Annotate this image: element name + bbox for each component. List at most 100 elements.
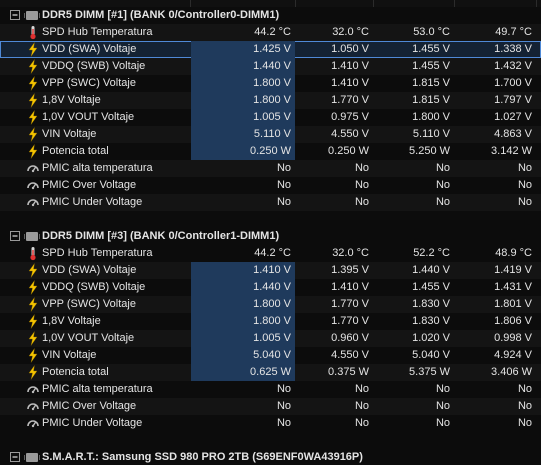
average-value: 1.419 V (494, 264, 532, 276)
current-value: 0.250 W (191, 143, 295, 160)
sensor-row[interactable]: VDD (SWA) Voltaje 1.425 V 1.050 V 1.455 V 1.… (0, 41, 541, 58)
lightning-bolt-icon (26, 93, 40, 108)
sensor-label: 1,0V VOUT Voltaje (42, 332, 135, 344)
sensor-label: SPD Hub Temperatura (42, 247, 153, 259)
sensor-row[interactable]: PMIC Under Voltage No No No No (0, 194, 541, 211)
sensor-label: SPD Hub Temperatura (42, 26, 153, 38)
sensor-row[interactable]: 1,8V Voltaje 1.800 V 1.770 V 1.830 V 1.806 V (0, 313, 541, 330)
maximum-value: 5.040 V (412, 349, 450, 361)
current-value: No (276, 400, 291, 412)
average-value: 1.431 V (494, 281, 532, 293)
maximum-value: No (435, 417, 450, 429)
sensor-group-header[interactable]: DDR5 DIMM [#3] (BANK 0/Controller1-DIMM1… (0, 228, 541, 245)
maximum-value: No (435, 162, 450, 174)
current-value: 1.800 V (191, 296, 295, 313)
minimum-value: 32.0 °C (332, 26, 369, 38)
memory-chip-icon (24, 11, 40, 20)
collapse-minus-icon[interactable] (10, 10, 20, 20)
current-value: No (276, 417, 291, 429)
sensor-row[interactable]: VPP (SWC) Voltaje 1.800 V 1.410 V 1.815 V 1.… (0, 75, 541, 92)
sensor-row[interactable]: PMIC Over Voltage No No No No (0, 398, 541, 415)
sensor-row[interactable]: VIN Voltaje 5.110 V 4.550 V 5.110 V 4.863 V (0, 126, 541, 143)
average-value: 1.797 V (494, 94, 532, 106)
minimum-value: 1.770 V (331, 315, 369, 327)
lightning-bolt-icon (26, 331, 40, 346)
maximum-value: 5.250 W (409, 145, 450, 157)
gauge-icon (26, 382, 40, 397)
sensor-label: Potencia total (42, 366, 109, 378)
lightning-bolt-icon (26, 59, 40, 74)
minimum-value: No (354, 196, 369, 208)
maximum-value: No (435, 196, 450, 208)
average-value: No (517, 179, 532, 191)
sensor-row[interactable]: VIN Voltaje 5.040 V 4.550 V 5.040 V 4.924 V (0, 347, 541, 364)
thermometer-icon (26, 25, 40, 40)
average-value: 1.806 V (494, 315, 532, 327)
sensor-label: VDD (SWA) Voltaje (42, 264, 137, 276)
minimum-value: No (354, 383, 369, 395)
current-value: 44.2 °C (254, 247, 291, 259)
maximum-value: 1.455 V (412, 60, 450, 72)
sensor-row[interactable]: VDD (SWA) Voltaje 1.410 V 1.395 V 1.440 V 1.… (0, 262, 541, 279)
gauge-icon (26, 416, 40, 431)
maximum-value: 5.375 W (409, 366, 450, 378)
maximum-value: 1.800 V (412, 111, 450, 123)
sensor-label: 1,8V Voltaje (42, 94, 101, 106)
current-value: 1.440 V (191, 279, 295, 296)
sensor-label: VIN Voltaje (42, 128, 97, 140)
sensor-group-header[interactable]: S.M.A.R.T.: Samsung SSD 980 PRO 2TB (S69… (0, 449, 541, 465)
sensor-label: PMIC alta temperatura (42, 162, 153, 174)
minimum-value: No (354, 162, 369, 174)
maximum-value: 1.455 V (412, 281, 450, 293)
sensor-row[interactable]: VDDQ (SWB) Voltaje 1.440 V 1.410 V 1.455 V 1… (0, 58, 541, 75)
lightning-bolt-icon (26, 144, 40, 159)
average-value: No (517, 383, 532, 395)
sensor-label: PMIC alta temperatura (42, 383, 153, 395)
maximum-value: 1.020 V (412, 332, 450, 344)
sensor-row[interactable]: VPP (SWC) Voltaje 1.800 V 1.770 V 1.830 V 1.… (0, 296, 541, 313)
memory-chip-icon (24, 232, 40, 241)
current-value: 1.410 V (191, 262, 295, 279)
sensor-row[interactable]: 1,0V VOUT Voltaje 1.005 V 0.960 V 1.020 V 0.… (0, 330, 541, 347)
sensor-row[interactable]: 1,0V VOUT Voltaje 1.005 V 0.975 V 1.800 V 1.… (0, 109, 541, 126)
maximum-value: 1.830 V (412, 298, 450, 310)
maximum-value: 1.440 V (412, 264, 450, 276)
sensor-row[interactable]: 1,8V Voltaje 1.800 V 1.770 V 1.815 V 1.797 V (0, 92, 541, 109)
sensor-label: VDDQ (SWB) Voltaje (42, 60, 146, 72)
average-value: No (517, 196, 532, 208)
average-value: No (517, 417, 532, 429)
sensor-row[interactable]: Potencia total 0.625 W 0.375 W 5.375 W 3.406… (0, 364, 541, 381)
maximum-value: No (435, 400, 450, 412)
average-value: 4.924 V (494, 349, 532, 361)
sensor-row[interactable]: VDDQ (SWB) Voltaje 1.440 V 1.410 V 1.455 V 1… (0, 279, 541, 296)
maximum-value: 5.110 V (412, 128, 450, 140)
minimum-value: 32.0 °C (332, 247, 369, 259)
minimum-value: 0.960 V (331, 332, 369, 344)
average-value: 1.338 V (494, 43, 532, 55)
sensor-row[interactable]: PMIC Over Voltage No No No No (0, 177, 541, 194)
current-value: 1.005 V (191, 330, 295, 347)
maximum-value: 53.0 °C (413, 26, 450, 38)
sensor-label: VDD (SWA) Voltaje (42, 43, 137, 55)
sensor-row[interactable]: PMIC alta temperatura No No No No (0, 160, 541, 177)
sensor-row[interactable]: SPD Hub Temperatura 44.2 °C 32.0 °C 53.0 °C… (0, 24, 541, 41)
minimum-value: No (354, 400, 369, 412)
sensor-row[interactable]: Potencia total 0.250 W 0.250 W 5.250 W 3.142… (0, 143, 541, 160)
current-value: 1.440 V (191, 58, 295, 75)
average-value: 1.027 V (494, 111, 532, 123)
maximum-value: 1.815 V (412, 94, 450, 106)
sensor-group-header[interactable]: DDR5 DIMM [#1] (BANK 0/Controller0-DIMM1… (0, 7, 541, 24)
collapse-minus-icon[interactable] (10, 231, 20, 241)
sensor-row[interactable]: PMIC Under Voltage No No No No (0, 415, 541, 432)
sensor-row[interactable]: PMIC alta temperatura No No No No (0, 381, 541, 398)
collapse-minus-icon[interactable] (10, 452, 20, 462)
sensor-row[interactable]: SPD Hub Temperatura 44.2 °C 32.0 °C 52.2 °C… (0, 245, 541, 262)
minimum-value: 1.395 V (331, 264, 369, 276)
maximum-value: 1.830 V (412, 315, 450, 327)
average-value: 49.7 °C (495, 26, 532, 38)
lightning-bolt-icon (26, 127, 40, 142)
maximum-value: 1.815 V (412, 77, 450, 89)
sensor-label: PMIC Under Voltage (42, 417, 143, 429)
sensor-label: 1,8V Voltaje (42, 315, 101, 327)
sensor-label: VIN Voltaje (42, 349, 97, 361)
